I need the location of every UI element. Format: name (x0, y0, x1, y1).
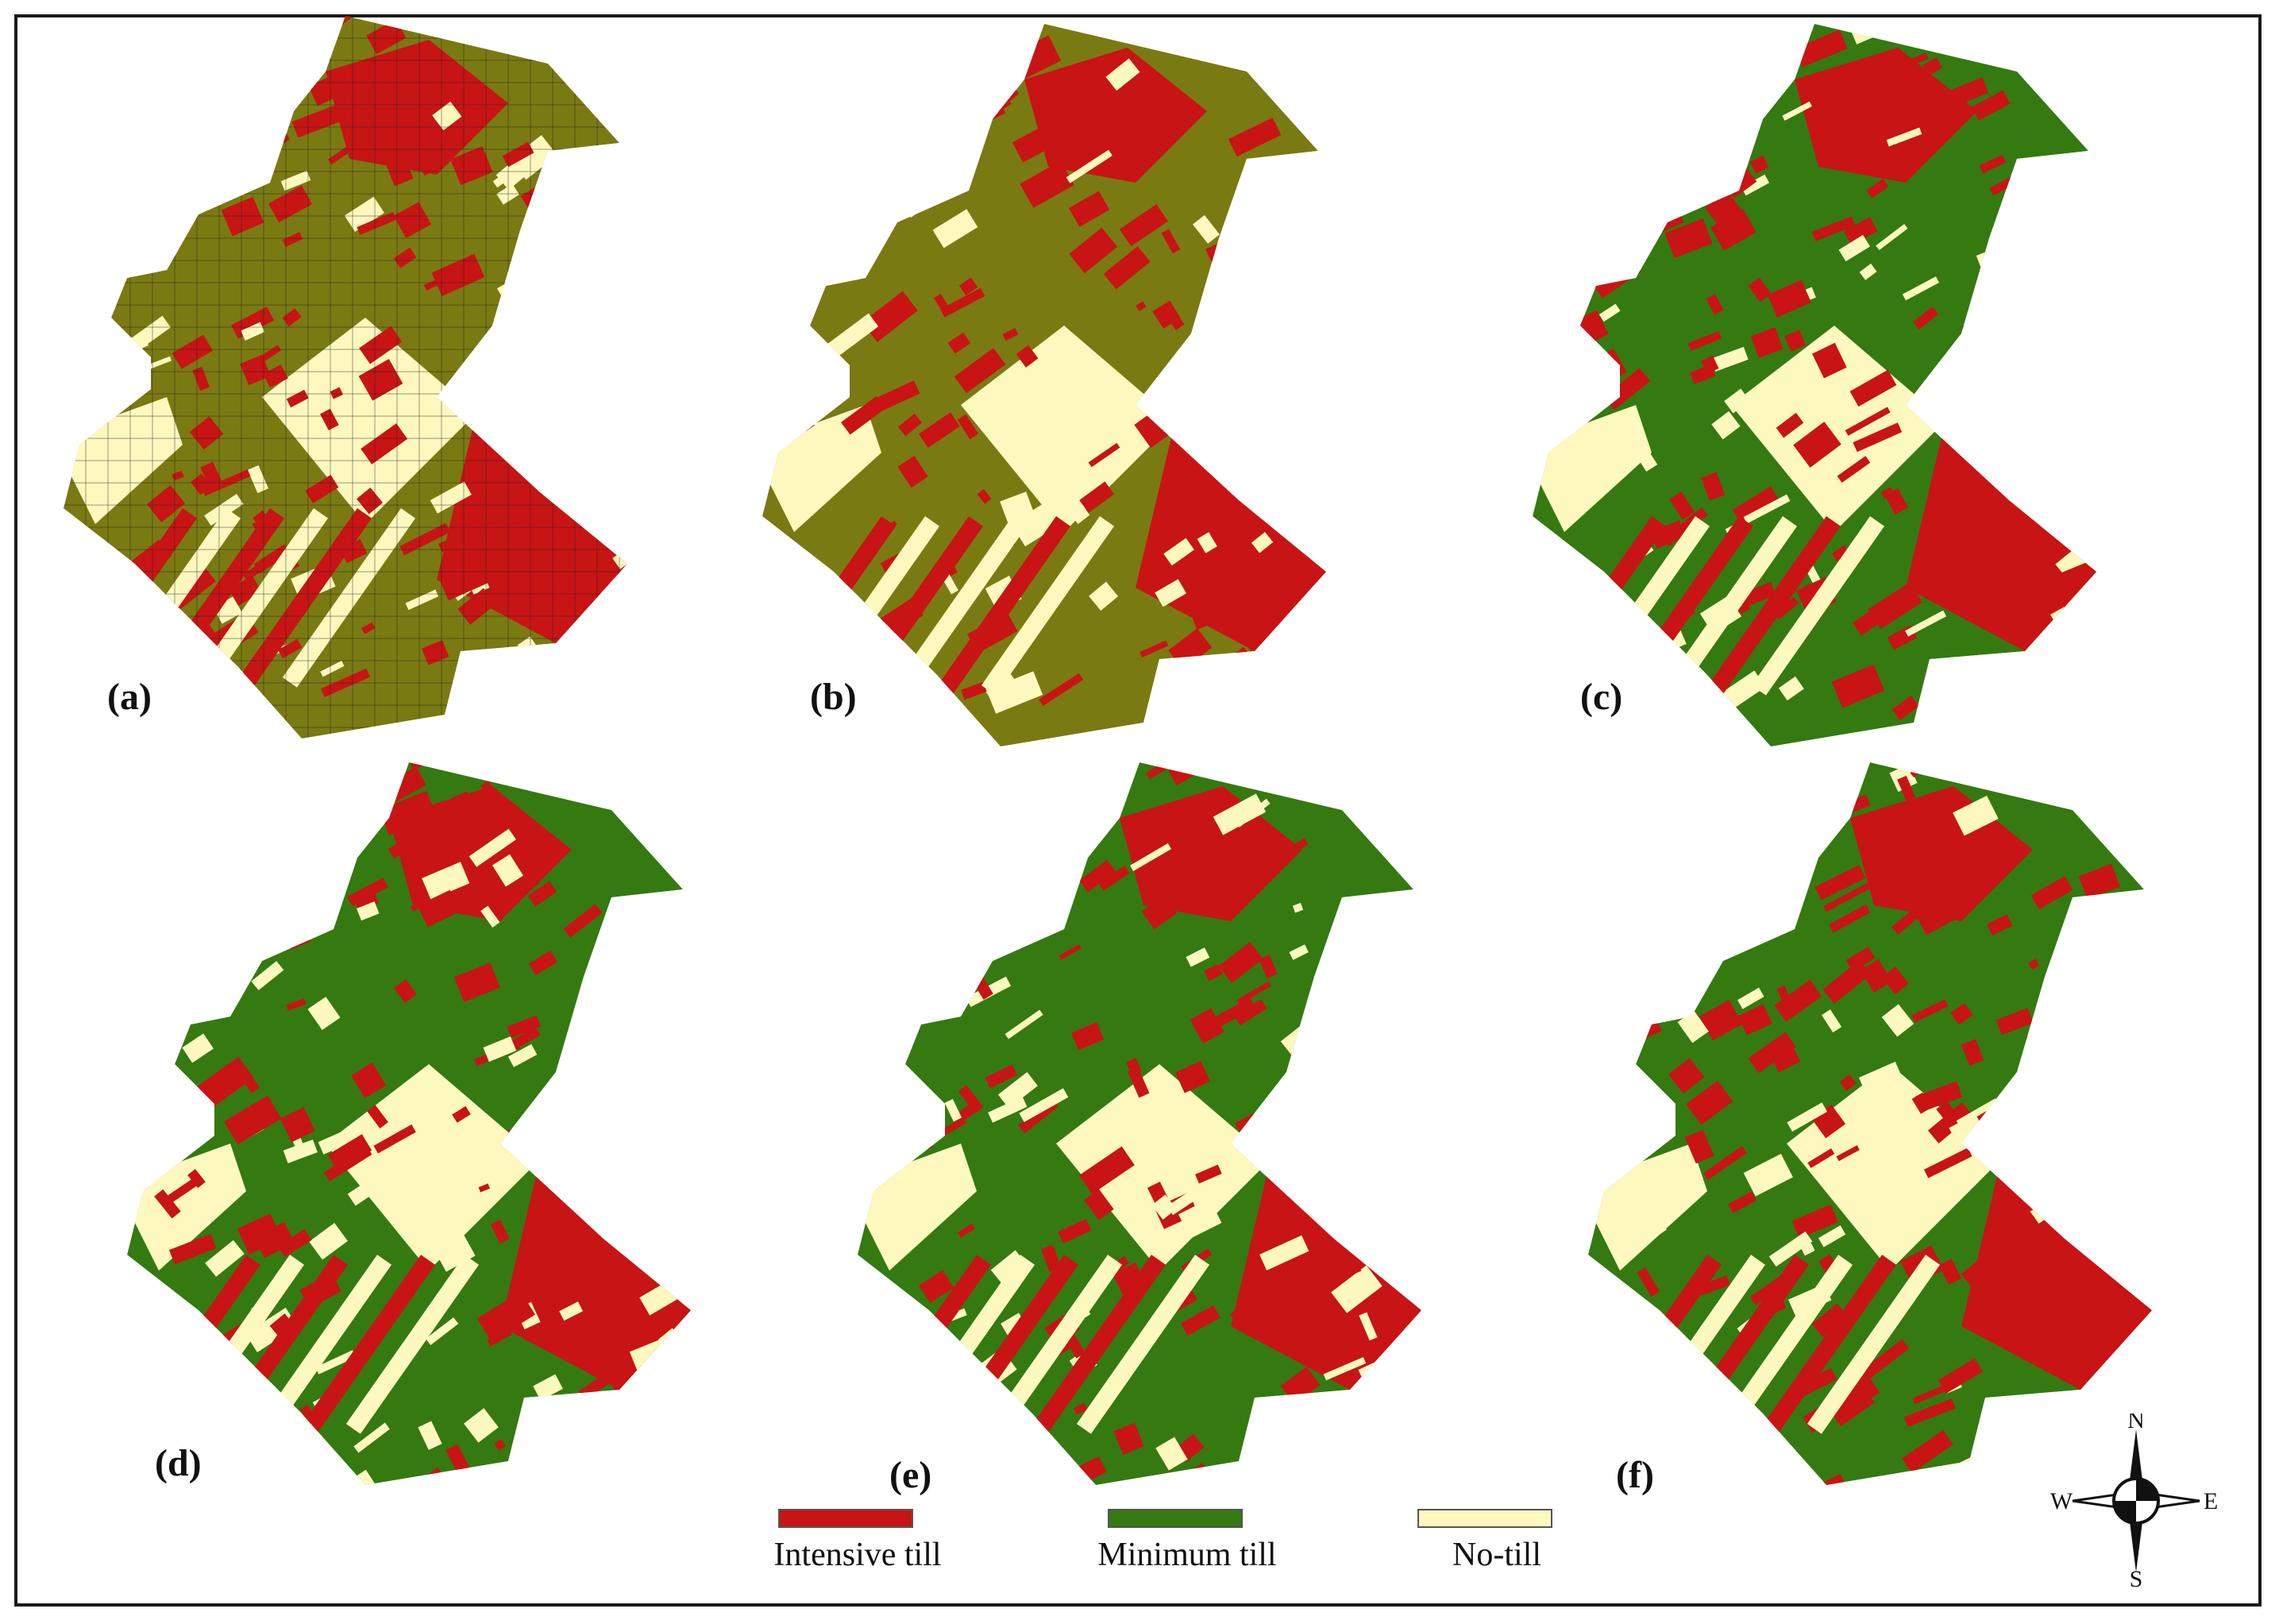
panel-label-a: (a) (107, 676, 152, 718)
panel-label-e: (e) (889, 1454, 932, 1496)
map-panel-c (1533, 24, 2247, 762)
map-panel-d (127, 762, 842, 1501)
map-panel-b (762, 24, 1477, 762)
map-panel-a (64, 16, 778, 754)
legend-label-no-till: No-till (1452, 1537, 1541, 1573)
no-till-block (1056, 1064, 1271, 1271)
compass-e: E (2204, 1488, 2218, 1514)
no-till-block (262, 318, 476, 524)
legend-swatch-no-till (1417, 1509, 1552, 1528)
compass-w: W (2050, 1488, 2073, 1514)
map-panel-e (858, 762, 1572, 1501)
tillage-map (127, 762, 691, 1485)
legend-swatch-minimum-till (1108, 1509, 1243, 1528)
tillage-map (858, 762, 1421, 1485)
panel-label-f: (f) (1616, 1454, 1654, 1496)
panel-label-c: (c) (1580, 676, 1623, 718)
tillage-map (1533, 24, 2096, 746)
legend-swatch-intensive-till (778, 1509, 913, 1528)
north-arrow-compass-icon: N S E W (2049, 1407, 2223, 1592)
intensive-till-southeast (1906, 421, 2096, 651)
tillage-map (64, 16, 627, 739)
legend-label-minimum-till: Minimum till (1097, 1537, 1277, 1573)
map-panel-f (1588, 762, 2279, 1501)
intensive-till-north (1795, 48, 1977, 183)
panel-label-b: (b) (810, 676, 857, 718)
legend-label-intensive-till: Intensive till (773, 1537, 942, 1573)
intensive-till-north (326, 40, 508, 175)
legend: Intensive till Minimum till No-till (0, 1509, 2279, 1596)
intensive-till-north (1120, 786, 1302, 921)
intensive-till-southeast (1961, 1159, 2152, 1390)
intensive-till-southeast (500, 1159, 691, 1390)
compass-n: N (2127, 1414, 2145, 1433)
compass-s: S (2130, 1566, 2143, 1588)
panel-label-d: (d) (155, 1442, 202, 1484)
no-till-block (961, 326, 1175, 532)
tillage-map (762, 24, 1326, 746)
tillage-map (1588, 762, 2152, 1485)
